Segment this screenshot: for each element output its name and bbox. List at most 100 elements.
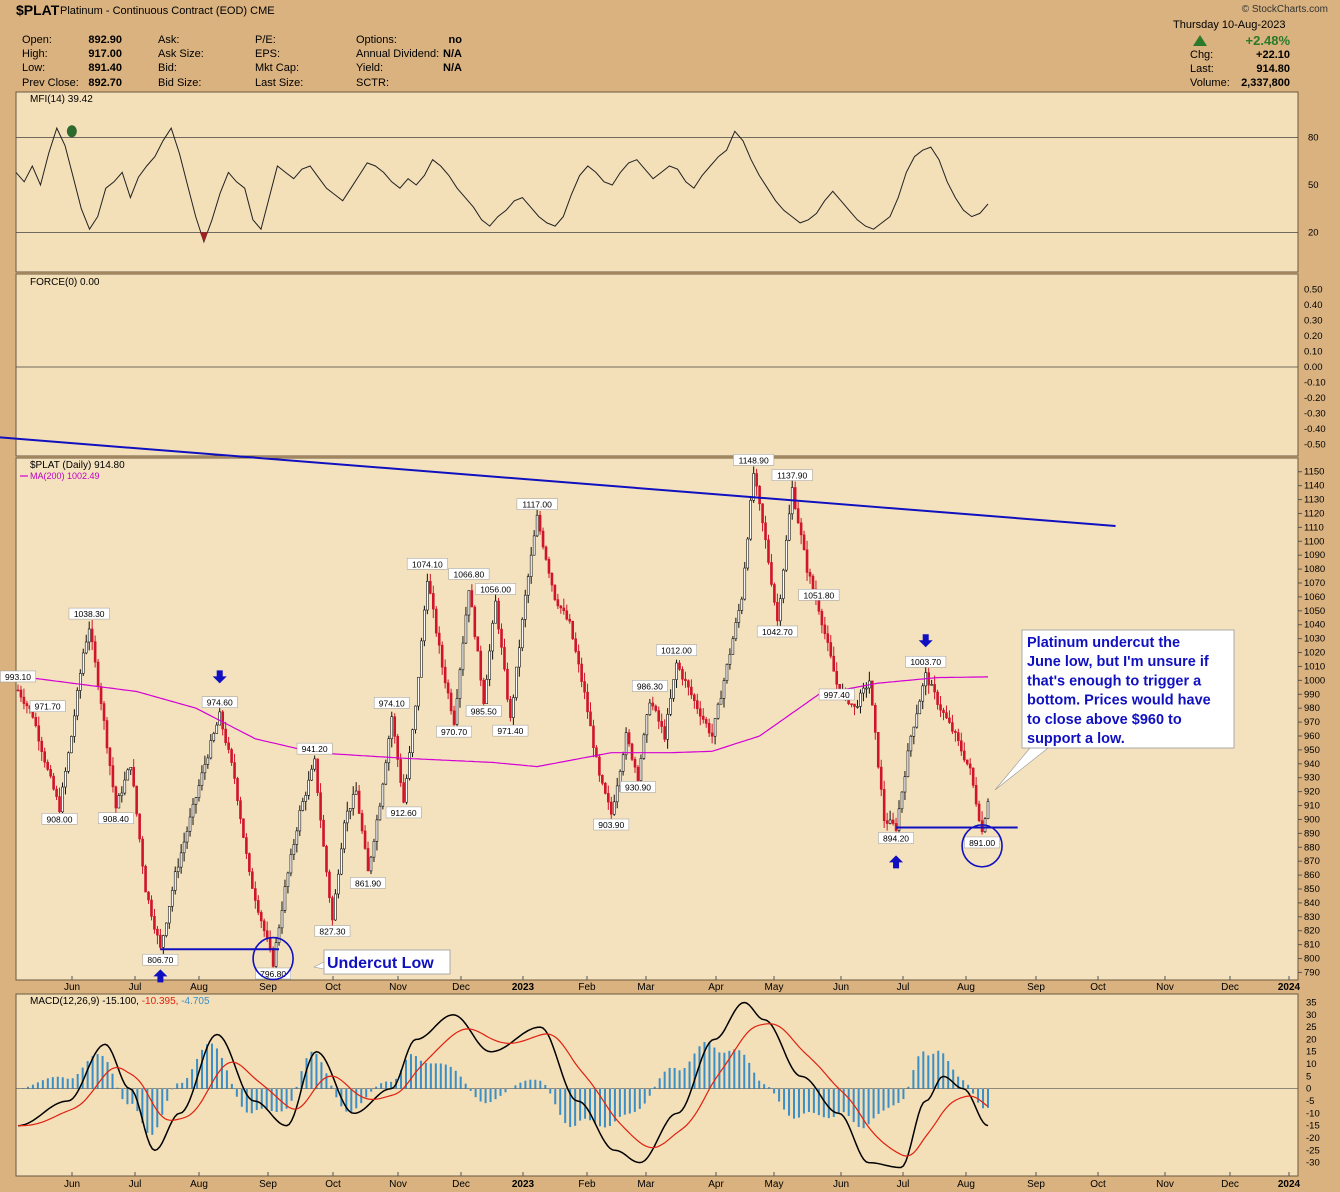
- candle-body: [310, 768, 313, 781]
- macd-histogram-bar: [300, 1071, 303, 1089]
- quote-label: Ask Size:: [158, 48, 204, 60]
- candle-body: [939, 704, 942, 711]
- price-y-tick: 1110: [1304, 522, 1324, 533]
- macd-histogram-bar: [191, 1069, 194, 1089]
- macd-histogram-bar: [638, 1088, 641, 1109]
- x-tick-label: Jul: [897, 982, 910, 993]
- candle-body: [295, 830, 299, 845]
- macd-histogram-bar: [71, 1078, 74, 1089]
- price-y-tick: 950: [1304, 745, 1320, 756]
- price-label-box: [964, 836, 1000, 849]
- macd-histogram-bar: [778, 1088, 781, 1102]
- macd-histogram-bar: [419, 1060, 422, 1089]
- candle-body: [429, 581, 432, 594]
- candle-body: [885, 820, 889, 824]
- mfi-oversold-marker: [199, 232, 208, 242]
- quote-label: Low:: [22, 62, 46, 74]
- macd-histogram-bar: [345, 1088, 348, 1112]
- candle-body: [515, 666, 518, 698]
- candle-body: [129, 767, 133, 771]
- candle-body: [144, 865, 147, 893]
- candle-body: [802, 534, 806, 551]
- macd-histogram-bar: [812, 1088, 815, 1113]
- macd-histogram-bar: [225, 1070, 228, 1089]
- candle-body: [648, 702, 652, 716]
- candle-body: [740, 598, 744, 611]
- macd-histogram-bar: [439, 1063, 442, 1089]
- candle-body: [951, 722, 954, 732]
- candle-body: [393, 716, 397, 737]
- resistance-trendline: [0, 436, 1116, 527]
- candle-body: [405, 778, 408, 803]
- quote-label: P/E:: [255, 34, 276, 46]
- macd-y-tick: 15: [1306, 1047, 1317, 1058]
- x-tick-label: Aug: [190, 1179, 208, 1190]
- candle-body: [218, 711, 222, 726]
- x-tick-label: Oct: [1090, 1179, 1106, 1190]
- macd-histogram-bar: [350, 1088, 353, 1113]
- quote-value: +22.10: [1256, 49, 1290, 61]
- candle-body: [399, 759, 402, 783]
- macd-histogram-bar: [524, 1080, 527, 1089]
- candle-body: [497, 600, 500, 630]
- candle-body: [541, 530, 545, 548]
- macd-histogram-bar: [867, 1088, 870, 1125]
- candle-body: [574, 638, 577, 652]
- macd-histogram-bar: [36, 1082, 39, 1089]
- macd-y-tick: 35: [1306, 997, 1317, 1008]
- macd-histogram-bar: [608, 1088, 611, 1126]
- macd-y-tick: -20: [1306, 1133, 1320, 1144]
- macd-histogram-bar: [81, 1067, 84, 1089]
- macd-histogram-bar: [987, 1088, 989, 1108]
- quote-value: 892.90: [88, 34, 122, 46]
- candle-body: [891, 819, 895, 824]
- macd-histogram-bar: [370, 1088, 373, 1092]
- candle-body: [239, 800, 242, 820]
- quote-label: Chg:: [1190, 49, 1214, 61]
- price-y-tick: 990: [1304, 689, 1320, 700]
- candle-body: [604, 782, 607, 794]
- macd-histogram-bar: [444, 1064, 447, 1089]
- macd-histogram-bar: [927, 1055, 930, 1089]
- macd-histogram-bar: [713, 1047, 716, 1089]
- macd-histogram-bar: [728, 1050, 731, 1089]
- macd-histogram-bar: [285, 1088, 288, 1109]
- candle-body: [518, 647, 521, 668]
- candle-body: [820, 611, 824, 626]
- price-y-tick: 880: [1304, 842, 1320, 853]
- macd-histogram-bar: [365, 1088, 368, 1098]
- candle-body: [918, 700, 922, 715]
- candle-body: [782, 569, 785, 599]
- candle-body: [381, 783, 385, 807]
- candle-body: [553, 584, 557, 600]
- candle-body: [615, 785, 619, 803]
- candle-body: [408, 752, 411, 779]
- macd-histogram-bar: [459, 1076, 462, 1089]
- candle-body: [420, 640, 423, 678]
- candle-body: [636, 766, 640, 781]
- macd-histogram-bar: [106, 1062, 109, 1089]
- candle-body: [384, 762, 388, 785]
- candle-body: [337, 873, 340, 895]
- macd-histogram-bar: [603, 1088, 606, 1128]
- price-data-label: 908.00: [47, 814, 73, 824]
- price-data-label: 974.10: [379, 698, 405, 708]
- stockcharts-credit[interactable]: © StockCharts.com: [1241, 4, 1328, 15]
- candle-body: [853, 703, 856, 707]
- macd-histogram-bar: [683, 1067, 686, 1089]
- price-data-label: 1117.00: [522, 500, 552, 510]
- candle-body: [390, 716, 394, 740]
- candle-body: [369, 856, 373, 872]
- candle-body: [793, 487, 797, 509]
- price-y-tick: 1050: [1304, 606, 1325, 617]
- candle-body: [307, 779, 311, 796]
- quote-value: 891.40: [88, 62, 122, 74]
- macd-histogram-bar: [897, 1088, 900, 1103]
- quote-label: Open:: [22, 34, 52, 46]
- macd-histogram-bar: [972, 1088, 975, 1094]
- price-y-tick: 960: [1304, 731, 1320, 742]
- price-label-box: [41, 813, 78, 825]
- candle-body: [971, 767, 975, 786]
- macd-histogram-bar: [320, 1062, 323, 1089]
